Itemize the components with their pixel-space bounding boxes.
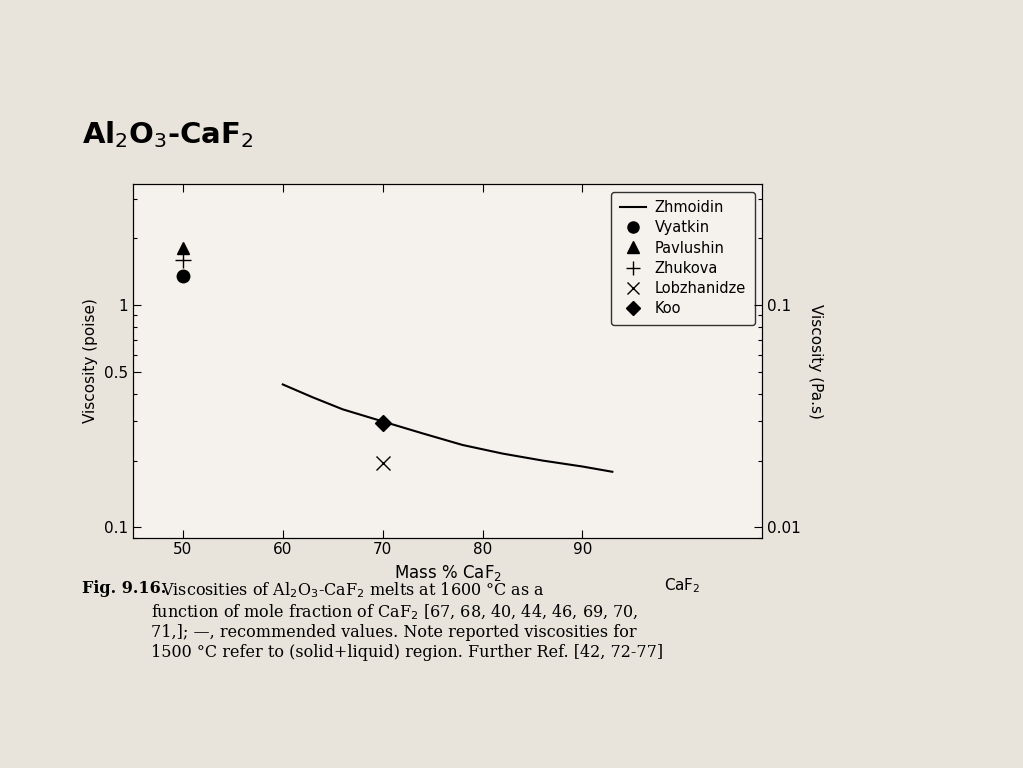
X-axis label: Mass % CaF$_2$: Mass % CaF$_2$ bbox=[394, 563, 501, 583]
Text: CaF$_2$: CaF$_2$ bbox=[664, 577, 701, 595]
Y-axis label: Viscosity (poise): Viscosity (poise) bbox=[84, 299, 98, 423]
Y-axis label: Viscosity (Pa.s): Viscosity (Pa.s) bbox=[808, 303, 822, 419]
Legend: Zhmoidin, Vyatkin, Pavlushin, Zhukova, Lobzhanidze, Koo: Zhmoidin, Vyatkin, Pavlushin, Zhukova, L… bbox=[611, 191, 755, 325]
Text: Viscosities of Al$_2$O$_3$-CaF$_2$ melts at 1600 °C as a
function of mole fracti: Viscosities of Al$_2$O$_3$-CaF$_2$ melts… bbox=[151, 580, 664, 661]
Text: Fig. 9.16.: Fig. 9.16. bbox=[82, 580, 166, 597]
Text: Al$_2$O$_3$-CaF$_2$: Al$_2$O$_3$-CaF$_2$ bbox=[82, 119, 254, 150]
